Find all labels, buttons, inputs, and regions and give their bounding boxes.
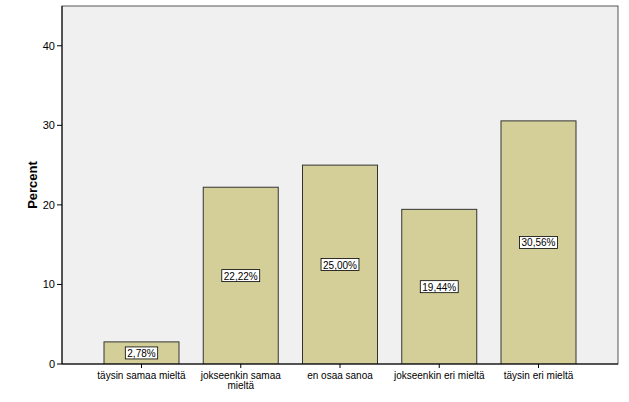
x-tick-label: jokseenkin samaamieltä: [200, 370, 281, 391]
x-tick: [439, 364, 440, 368]
x-tick: [340, 364, 341, 368]
y-tick-label: 10: [43, 278, 55, 290]
data-label-text: 30,56%: [522, 237, 556, 248]
chart-container: 2,78% 22,22% 25,00% 19,44% 30,56% 0 10 20 30 40 Pe…: [0, 0, 629, 402]
x-tick-label: täysin eri mieltä: [504, 370, 574, 381]
data-label: 2,78%: [125, 347, 157, 359]
x-tick-label: täysin samaa mieltä: [97, 370, 186, 381]
chart-svg: 2,78% 22,22% 25,00% 19,44% 30,56% 0 10 20 30 40 Pe…: [0, 0, 629, 402]
data-label-box: [520, 236, 558, 248]
bar: [402, 209, 477, 364]
y-tick-label: 30: [43, 119, 55, 131]
bars: [104, 121, 576, 364]
data-label: 19,44%: [420, 281, 458, 293]
data-label-box: [222, 270, 260, 282]
y-tick: [57, 284, 62, 285]
y-tick: [57, 125, 62, 126]
y-tick-label: 40: [43, 40, 55, 52]
y-tick: [57, 45, 62, 46]
y-axis-line: [62, 6, 63, 364]
data-label-box: [125, 347, 157, 359]
y-tick: [57, 204, 62, 205]
bar: [104, 342, 179, 364]
data-label: 22,22%: [222, 270, 260, 282]
data-label-text: 2,78%: [127, 348, 155, 359]
data-label: 30,56%: [520, 236, 558, 248]
x-tick: [240, 364, 241, 368]
x-tick: [141, 364, 142, 368]
y-tick-label: 0: [49, 358, 55, 370]
data-label-text: 22,22%: [224, 271, 258, 282]
x-tick-label: en osaa sanoa: [307, 370, 373, 381]
x-tick-label: jokseenkin eri mieltä: [393, 370, 485, 381]
plot-area: [62, 6, 618, 364]
y-axis-label: Percent: [25, 160, 40, 208]
bar: [203, 187, 278, 364]
data-labels: 2,78% 22,22% 25,00% 19,44% 30,56%: [125, 236, 557, 359]
data-label-text: 19,44%: [422, 282, 456, 293]
data-label: 25,00%: [321, 259, 359, 271]
data-label-box: [420, 281, 458, 293]
bar: [501, 121, 576, 364]
data-label-box: [321, 259, 359, 271]
bar: [303, 165, 378, 364]
y-tick: [57, 364, 62, 365]
y-tick-label: 20: [43, 199, 55, 211]
x-tick: [538, 364, 539, 368]
data-label-text: 25,00%: [323, 260, 357, 271]
